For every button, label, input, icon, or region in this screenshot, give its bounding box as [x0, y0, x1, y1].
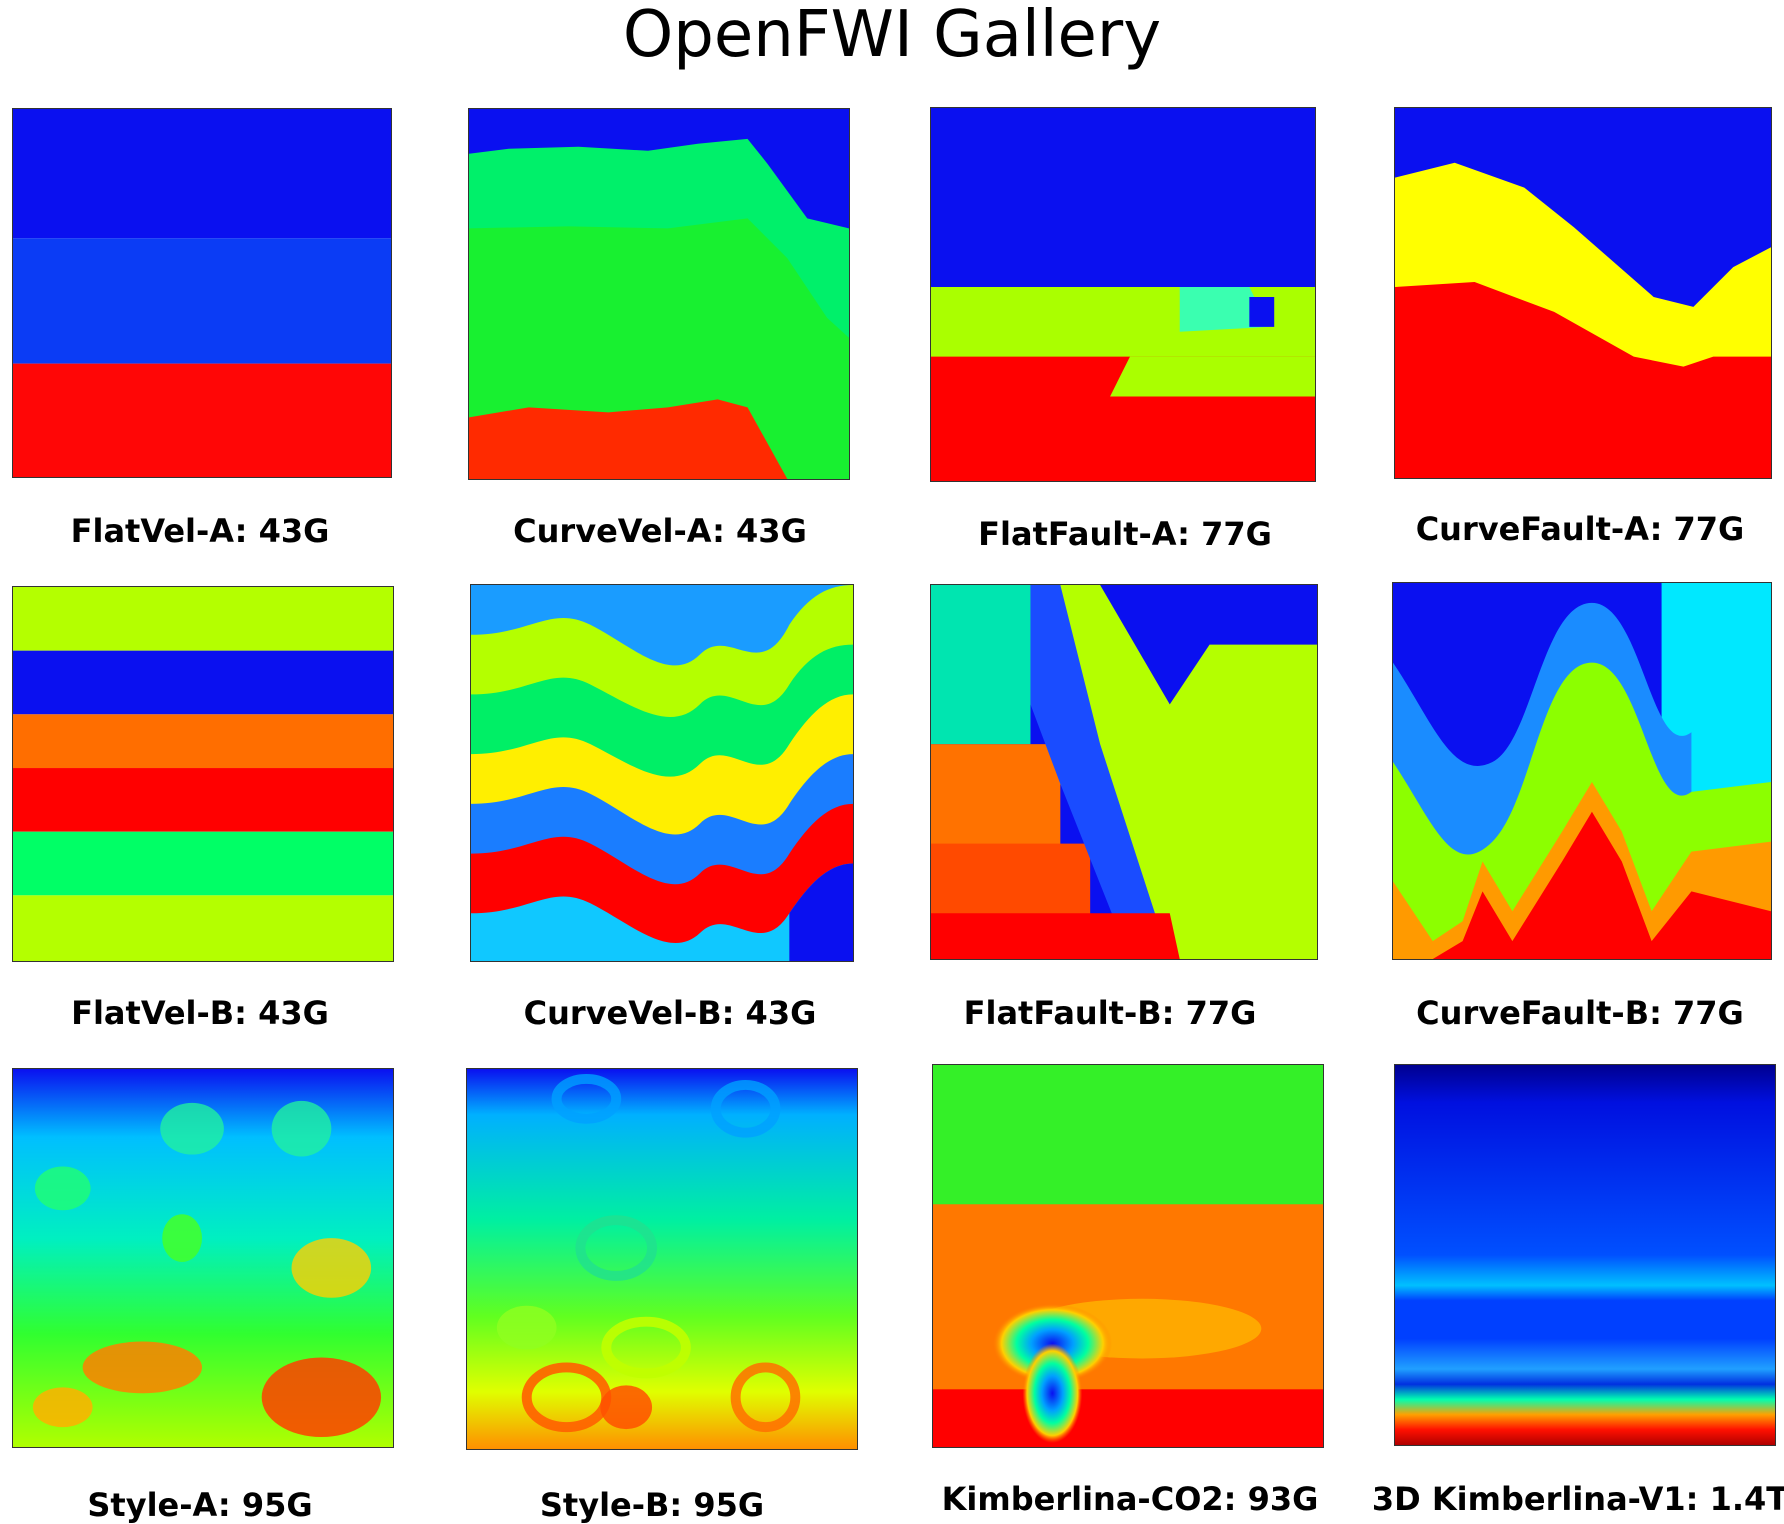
- curvevel-a-image: [468, 108, 850, 480]
- curvevel-b-image: [470, 584, 854, 962]
- kimberlina-co2-label: Kimberlina-CO2: 93G: [941, 1480, 1319, 1518]
- kimberlina-co2-image: [932, 1064, 1324, 1448]
- curvefault-b-label: CurveFault-B: 77G: [1416, 994, 1744, 1032]
- flatfault-b-label: FlatFault-B: 77G: [963, 994, 1257, 1032]
- 3d-kimberlina-v1-image: [1394, 1064, 1776, 1446]
- curvevel-b-label: CurveVel-B: 43G: [523, 994, 817, 1032]
- flatvel-b-image: [12, 586, 394, 962]
- curvevel-a-label: CurveVel-A: 43G: [513, 512, 807, 550]
- curvefault-b-image: [1392, 582, 1772, 960]
- style-a-label: Style-A: 95G: [87, 1486, 313, 1524]
- flatfault-b-image: [930, 584, 1318, 960]
- flatvel-b-label: FlatVel-B: 43G: [71, 994, 329, 1032]
- curvefault-a-image: [1394, 107, 1772, 479]
- gallery-title: OpenFWI Gallery: [622, 0, 1162, 72]
- flatvel-a-image: [12, 108, 392, 478]
- style-b-image: [466, 1068, 858, 1450]
- style-b-label: Style-B: 95G: [539, 1486, 765, 1524]
- flatfault-a-label: FlatFault-A: 77G: [978, 515, 1272, 553]
- flatfault-a-image: [930, 107, 1316, 482]
- style-a-image: [12, 1068, 394, 1448]
- flatvel-a-label: FlatVel-A: 43G: [70, 512, 330, 550]
- 3d-kimberlina-v1-label: 3D Kimberlina-V1: 1.4T: [1371, 1480, 1784, 1518]
- curvefault-a-label: CurveFault-A: 77G: [1415, 510, 1745, 548]
